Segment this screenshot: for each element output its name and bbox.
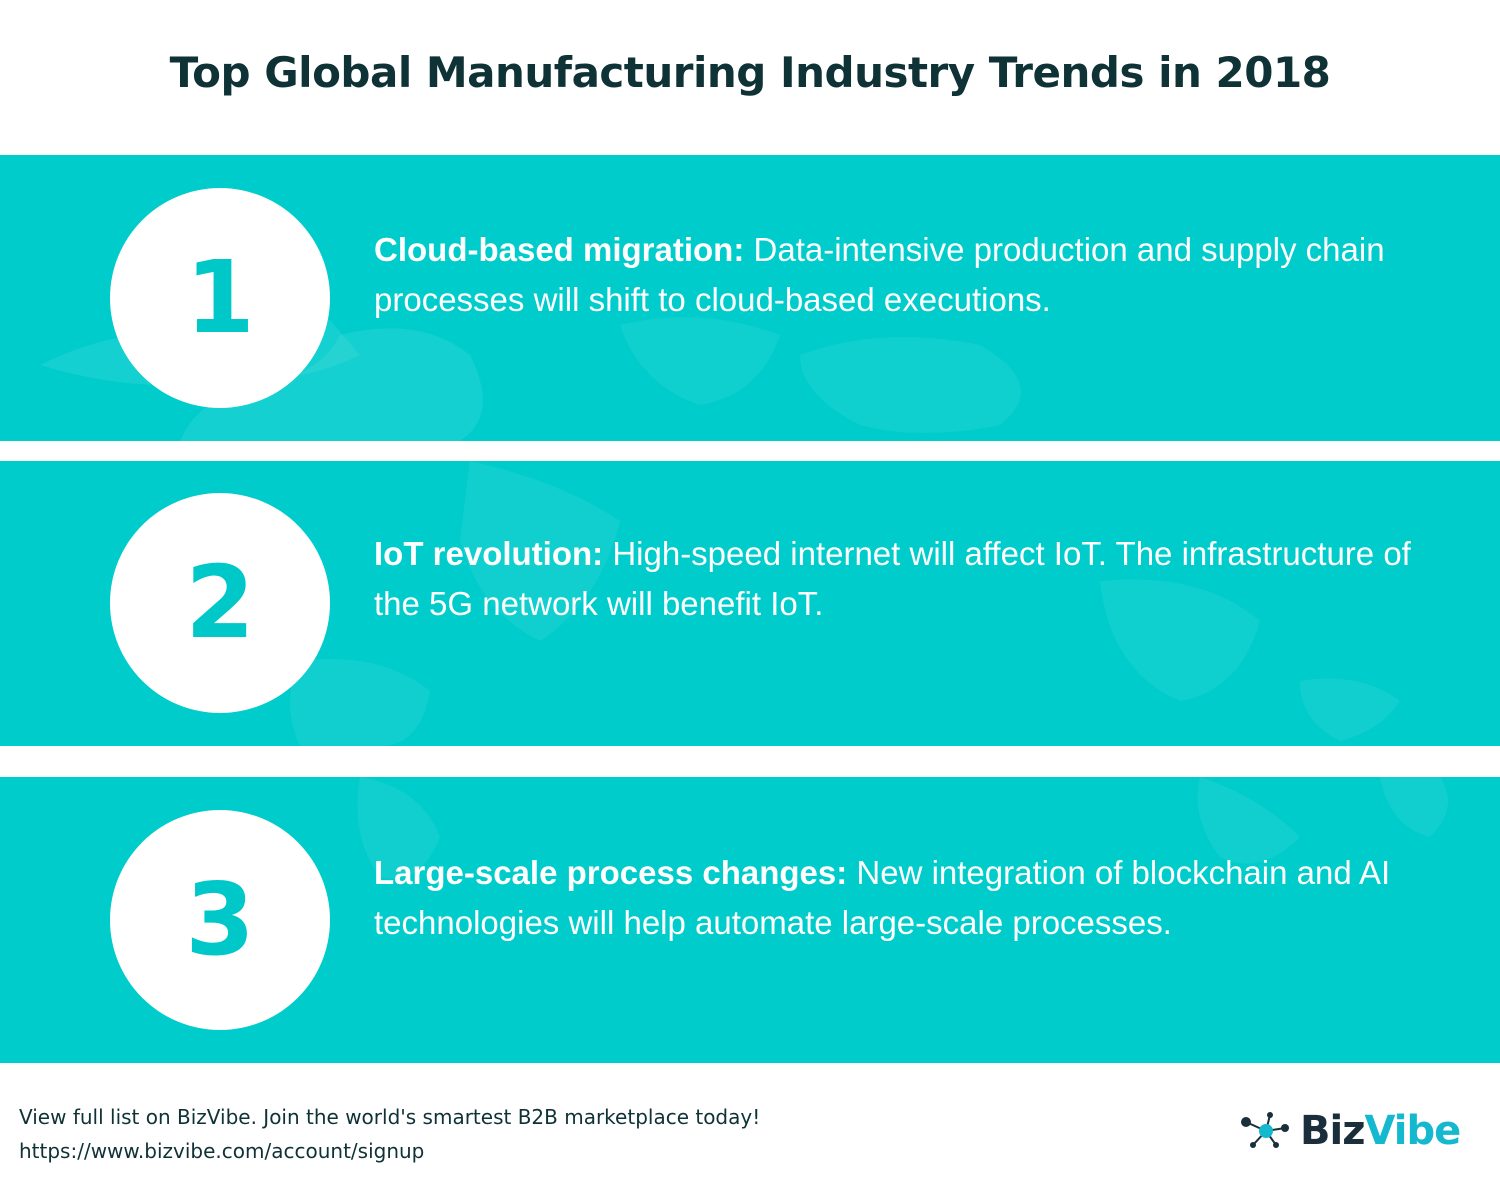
footer-cta-text: View full list on BizVibe. Join the worl… [19,1105,761,1129]
trend-panel-2: 2 IoT revolution: High-speed internet wi… [0,461,1500,746]
trend-number: 1 [185,239,255,356]
trend-panel-1: 1 Cloud-based migration: Data-intensive … [0,155,1500,441]
trend-heading: IoT revolution: [374,535,604,572]
trend-body: High-speed internet will affect IoT. The… [374,535,1411,622]
trend-body: Data-intensive production and supply cha… [374,231,1385,318]
trend-description: Large-scale process changes: New integra… [374,848,1454,948]
trend-number: 3 [185,861,255,978]
trend-number: 2 [185,544,255,661]
trend-description: IoT revolution: High-speed internet will… [374,529,1454,629]
bizvibe-logo[interactable]: Biz Vibe [1238,1108,1461,1154]
footer-cta: View full list on BizVibe. Join the worl… [19,1100,760,1168]
logo-wordmark-biz: Biz [1300,1108,1365,1154]
trend-description: Cloud-based migration: Data-intensive pr… [374,225,1454,325]
trend-panel-3: 3 Large-scale process changes: New integ… [0,777,1500,1063]
trend-number-circle: 3 [110,810,330,1030]
world-map-background [290,461,1400,746]
trend-body: New integration of blockchain and AI tec… [374,854,1391,941]
network-nodes-icon [1241,1112,1289,1148]
logo-wordmark-vibe: Vibe [1364,1108,1461,1154]
page-title: Top Global Manufacturing Industry Trends… [169,48,1331,97]
trend-heading: Large-scale process changes: [374,854,848,891]
signup-link[interactable]: https://www.bizvibe.com/account/signup [19,1139,425,1163]
trend-number-circle: 2 [110,493,330,713]
trend-heading: Cloud-based migration: [374,231,745,268]
world-map-background [357,777,1448,879]
trend-number-circle: 1 [110,188,330,408]
